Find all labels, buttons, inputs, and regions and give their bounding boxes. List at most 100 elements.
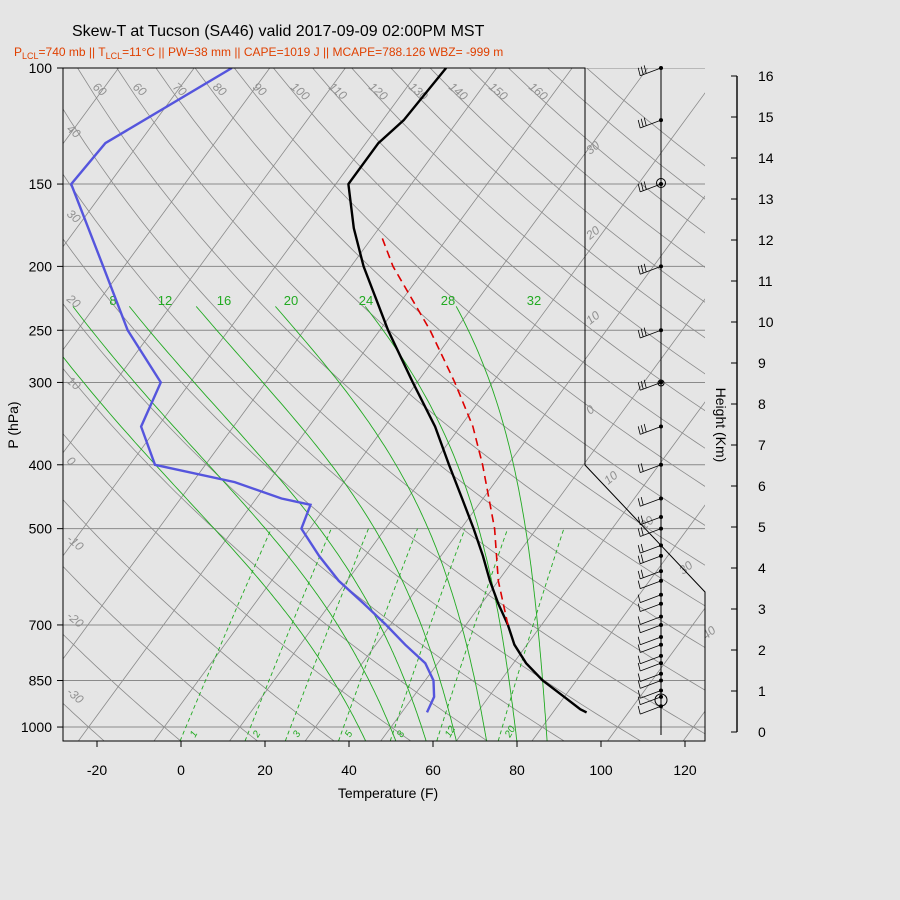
wind-barb (637, 554, 662, 565)
chart-title: Skew-T at Tucson (SA46) valid 2017-09-09… (72, 23, 485, 40)
wind-barb-shaft (640, 673, 662, 682)
wind-barb (637, 263, 662, 275)
wind-barb-flag (640, 118, 644, 127)
dry-adiabat-line (312, 68, 705, 412)
wind-barb-flag (640, 66, 644, 75)
x-tick-label: 80 (509, 762, 525, 778)
chart-subtitle: PLCL=740 mb || TLCL=11°C || PW=38 mm || … (14, 45, 503, 61)
mixing-ratio-label: 2 (251, 729, 264, 741)
wind-barb-flag (643, 117, 647, 126)
wind-barb (637, 423, 662, 435)
wind-barb (637, 117, 662, 129)
moist-adiabat-line (195, 306, 457, 741)
calm-wind-circle (654, 693, 668, 707)
x-tick-label: 120 (673, 762, 697, 778)
height-tick-label: 1 (758, 683, 766, 699)
wind-barb-shaft (640, 690, 662, 699)
height-tick-label: 16 (758, 68, 774, 84)
isotherm-line (456, 401, 705, 741)
height-axis-label: Height (Km) (713, 388, 729, 463)
wind-barb-flag (637, 119, 641, 129)
dry-adiabat-line (155, 68, 705, 566)
wind-barb-flag (637, 655, 641, 664)
pressure-tick-label: 100 (29, 60, 53, 76)
wind-barb-flag (640, 463, 644, 472)
isotherm-line (607, 607, 705, 741)
p-lcl-value: 740 mb (46, 45, 86, 59)
wind-barb-flag (640, 554, 644, 563)
isotherm-line (531, 504, 705, 741)
wind-barb-flag (640, 264, 644, 274)
moist-adiabat-label: 8 (109, 293, 116, 308)
wind-barb-shaft (640, 580, 662, 590)
wind-barb-flag (643, 423, 647, 433)
height-tick-label: 14 (758, 150, 774, 166)
wind-barb-flag (637, 603, 641, 612)
dry-adiabat-line (77, 68, 705, 649)
wind-barb-flag (637, 545, 641, 554)
x-tick-label: 20 (257, 762, 273, 778)
wind-barb-shaft (640, 498, 662, 507)
pressure-tick-label: 300 (29, 374, 53, 390)
moist-adiabat-line (455, 306, 548, 741)
wind-barb (637, 673, 662, 682)
wind-barb-flag (637, 636, 641, 645)
dry-adiabat-line (63, 367, 488, 741)
isotherm-line (63, 68, 346, 454)
pressure-tick-label: 850 (29, 673, 53, 689)
wind-barb-flag (637, 382, 641, 391)
wind-barb-shaft (640, 528, 662, 537)
wind-barb (637, 569, 662, 580)
pressure-tick-label: 250 (29, 322, 53, 338)
frame-layer (62, 67, 706, 742)
mixing-ratio-line (179, 528, 272, 741)
height-tick-label: 10 (758, 314, 774, 330)
wind-barb-shaft (640, 464, 662, 473)
moist-adiabat-line (63, 356, 367, 741)
calm-wind-circle (656, 178, 666, 188)
wind-barb-shaft (640, 662, 662, 672)
wind-barb-shaft (640, 636, 662, 646)
height-tick-label: 15 (758, 109, 774, 125)
x-tick-label: 40 (341, 762, 357, 778)
mixing-ratio-label: 12 (443, 724, 458, 740)
profile-temperature (347, 68, 588, 714)
mixing-ratio-line (338, 528, 418, 741)
profile-parcel (380, 235, 509, 626)
mixing-ratio-line (244, 528, 332, 741)
wind-barb-shaft (640, 594, 662, 603)
wind-barb-flag (637, 594, 641, 603)
mixing-ratio-label: 1 (188, 729, 200, 739)
wind-barb-flag (637, 266, 641, 275)
wind-barb (637, 515, 662, 526)
pressure-tick-label: 400 (29, 457, 53, 473)
wind-barb (637, 543, 662, 554)
dry-adiabat-line (63, 108, 705, 691)
wind-barb (637, 379, 662, 391)
dry-adiabat-line (63, 499, 335, 741)
wind-barb-shaft (640, 680, 662, 689)
wind-barb-flag (640, 380, 644, 390)
wind-barb-flag (637, 329, 641, 339)
x-tick-label: 60 (425, 762, 441, 778)
height-tick-label: 8 (758, 396, 766, 412)
wind-barb-flag (643, 263, 647, 272)
wind-barb-shaft (640, 624, 662, 634)
wind-barb (637, 327, 662, 339)
x-axis-label: Temperature (F) (338, 785, 438, 801)
isotherm-line (380, 298, 705, 741)
wind-barb-shaft (640, 67, 662, 77)
height-tick-label: 9 (758, 355, 766, 371)
dry-adiabat-line (63, 303, 565, 741)
wind-barb-flag (637, 67, 641, 76)
wind-barb-shaft (640, 266, 662, 275)
height-tick-label: 12 (758, 232, 774, 248)
wind-barb-flag (637, 696, 641, 705)
wind-barb-shaft (640, 426, 662, 435)
dry-adiabat-line (63, 633, 182, 741)
height-tick-label: 7 (758, 437, 766, 453)
wind-barb-flag (637, 464, 641, 473)
wind-barb-flag (640, 527, 644, 536)
moist-adiabat-line (72, 306, 397, 741)
